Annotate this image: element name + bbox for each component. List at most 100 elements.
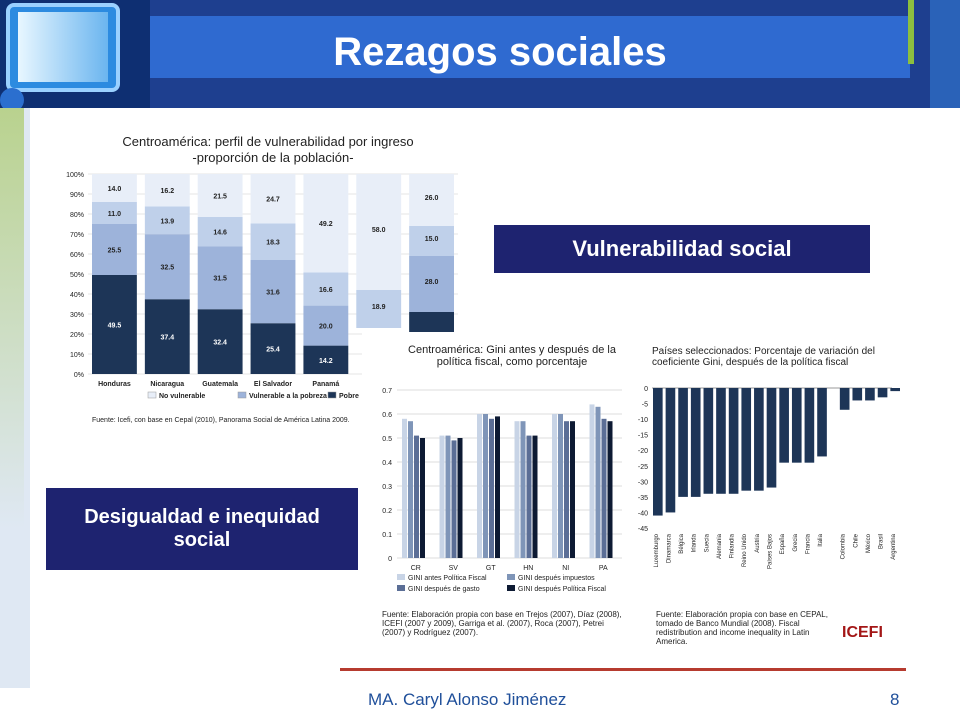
grouped-bar xyxy=(477,414,482,558)
bar xyxy=(665,388,676,513)
label-vulnerabilidad-text: Vulnerabilidad social xyxy=(572,236,792,261)
stacked-bar-segment xyxy=(250,260,296,324)
y-tick-label: 20% xyxy=(70,332,84,339)
x-tick-label: Italia xyxy=(818,533,824,546)
y-tick-label: 0 xyxy=(388,556,392,563)
stacked-bar-segment xyxy=(92,202,137,224)
x-tick-label: Francia xyxy=(805,533,811,554)
y-tick-label: -20 xyxy=(638,448,648,455)
stacked-bar-segment xyxy=(303,272,349,306)
y-tick-label: 0 xyxy=(644,386,648,393)
header-accent-line xyxy=(908,0,914,64)
label-desigualdad-text: Desigualdad e inequidad social xyxy=(84,506,320,551)
x-tick-label: Irlanda xyxy=(692,533,698,552)
stacked-bar-segment xyxy=(197,246,243,310)
grouped-bar xyxy=(514,421,520,558)
grouped-bar xyxy=(601,418,607,558)
chart1-source: Fuente: Icefi, con base en Cepal (2010),… xyxy=(92,417,350,424)
grouped-bar xyxy=(451,440,457,558)
y-tick-label: 0.5 xyxy=(382,436,392,443)
grouped-bar xyxy=(564,421,569,558)
legend-label: GINI después impuestos xyxy=(518,575,595,582)
y-tick-label: 70% xyxy=(70,232,84,239)
grouped-bar xyxy=(532,435,538,558)
y-tick-label: -40 xyxy=(638,510,648,517)
stacked-bar-segment xyxy=(92,174,137,202)
stacked-bar-segment xyxy=(356,174,402,290)
x-tick-label: Finlandia xyxy=(730,533,736,558)
bar xyxy=(728,388,739,494)
stacked-bar-segment xyxy=(409,256,454,312)
x-tick-label: PA xyxy=(599,565,608,572)
monitor-illustration xyxy=(0,0,150,108)
legend-swatch xyxy=(327,391,337,399)
stacked-bar-segment xyxy=(92,275,137,374)
stacked-bar-segment xyxy=(250,223,296,260)
stacked-bar-segment xyxy=(144,299,190,374)
legend-label: GINI antes Política Fiscal xyxy=(408,575,487,582)
header-title-band xyxy=(150,16,910,78)
y-tick-label: 80% xyxy=(70,212,84,219)
y-tick-label: -45 xyxy=(638,526,648,533)
bar xyxy=(754,388,764,491)
data-label: 14.0 xyxy=(108,186,122,193)
grouped-bar xyxy=(414,435,419,558)
y-tick-label: 0.3 xyxy=(382,484,392,491)
bar xyxy=(716,388,726,494)
grouped-bar xyxy=(552,414,557,558)
legend-swatch xyxy=(507,574,515,580)
data-label: 58.0 xyxy=(372,227,386,234)
stacked-bar-segment xyxy=(303,345,349,374)
data-label: 32.5 xyxy=(160,265,174,272)
bar xyxy=(865,388,875,401)
stacked-bar-segment xyxy=(197,174,243,217)
grouped-bar xyxy=(420,438,425,558)
legend-swatch xyxy=(147,391,157,399)
data-label: 24.7 xyxy=(266,197,280,204)
y-tick-label: -10 xyxy=(638,417,648,424)
data-label: 25.5 xyxy=(108,248,122,255)
stacked-bar-segment xyxy=(250,174,296,224)
stacked-bar-segment xyxy=(92,224,137,275)
data-label: 18.9 xyxy=(372,304,386,311)
bar xyxy=(877,388,888,398)
footer-author: MA. Caryl Alonso Jiménez xyxy=(368,690,567,709)
chart2-plot: 0 0.1 0.2 0.3 0.4 0.5 0.6 0.7 CR SV GT HN NI PA GINI a… xyxy=(382,388,622,593)
legend-label: GINI después Política Fiscal xyxy=(518,586,606,593)
stacked-bar-segment xyxy=(144,234,190,300)
grouped-bar xyxy=(607,421,613,558)
grouped-bar xyxy=(445,435,451,558)
bar xyxy=(741,388,752,491)
data-label: 16.2 xyxy=(160,188,174,195)
x-tick-label: HN xyxy=(523,565,533,572)
grouped-bar xyxy=(457,438,463,558)
x-tick-label: Dinamarca xyxy=(666,533,672,563)
legend-label: No vulnerable xyxy=(159,393,205,400)
stacked-bar-segment xyxy=(303,174,349,273)
y-tick-label: -15 xyxy=(638,433,648,440)
chart1-title: Centroamérica: perfil de vulnerabilidad … xyxy=(122,134,414,149)
data-label: 15.0 xyxy=(425,236,439,243)
grouped-bar xyxy=(402,418,407,558)
x-tick-label: Colombia xyxy=(841,533,847,559)
legend-label: Pobre xyxy=(339,393,359,400)
data-label: 32.4 xyxy=(213,340,227,347)
gini-panel: Centroamérica: Gini antes y después de l… xyxy=(362,332,906,670)
chart2-source: Fuente: Elaboración propia con base en T… xyxy=(382,610,622,637)
y-tick-label: 10% xyxy=(70,352,84,359)
y-tick-label: 0.7 xyxy=(382,388,392,395)
bar xyxy=(890,388,900,392)
x-tick-label: México xyxy=(866,533,872,553)
x-tick-label: Bélgica xyxy=(679,533,685,553)
bar xyxy=(791,388,802,463)
x-tick-label: España xyxy=(780,533,786,554)
grouped-bar xyxy=(526,435,532,558)
grouped-bar xyxy=(570,421,575,558)
bar xyxy=(817,388,827,457)
x-tick-label: Nicaragua xyxy=(150,381,184,388)
x-tick-label: Guatemala xyxy=(202,381,238,388)
grouped-bar xyxy=(520,421,526,558)
data-label: 31.5 xyxy=(213,276,227,283)
data-label: 16.6 xyxy=(319,287,333,294)
data-label: 20.0 xyxy=(319,324,333,331)
